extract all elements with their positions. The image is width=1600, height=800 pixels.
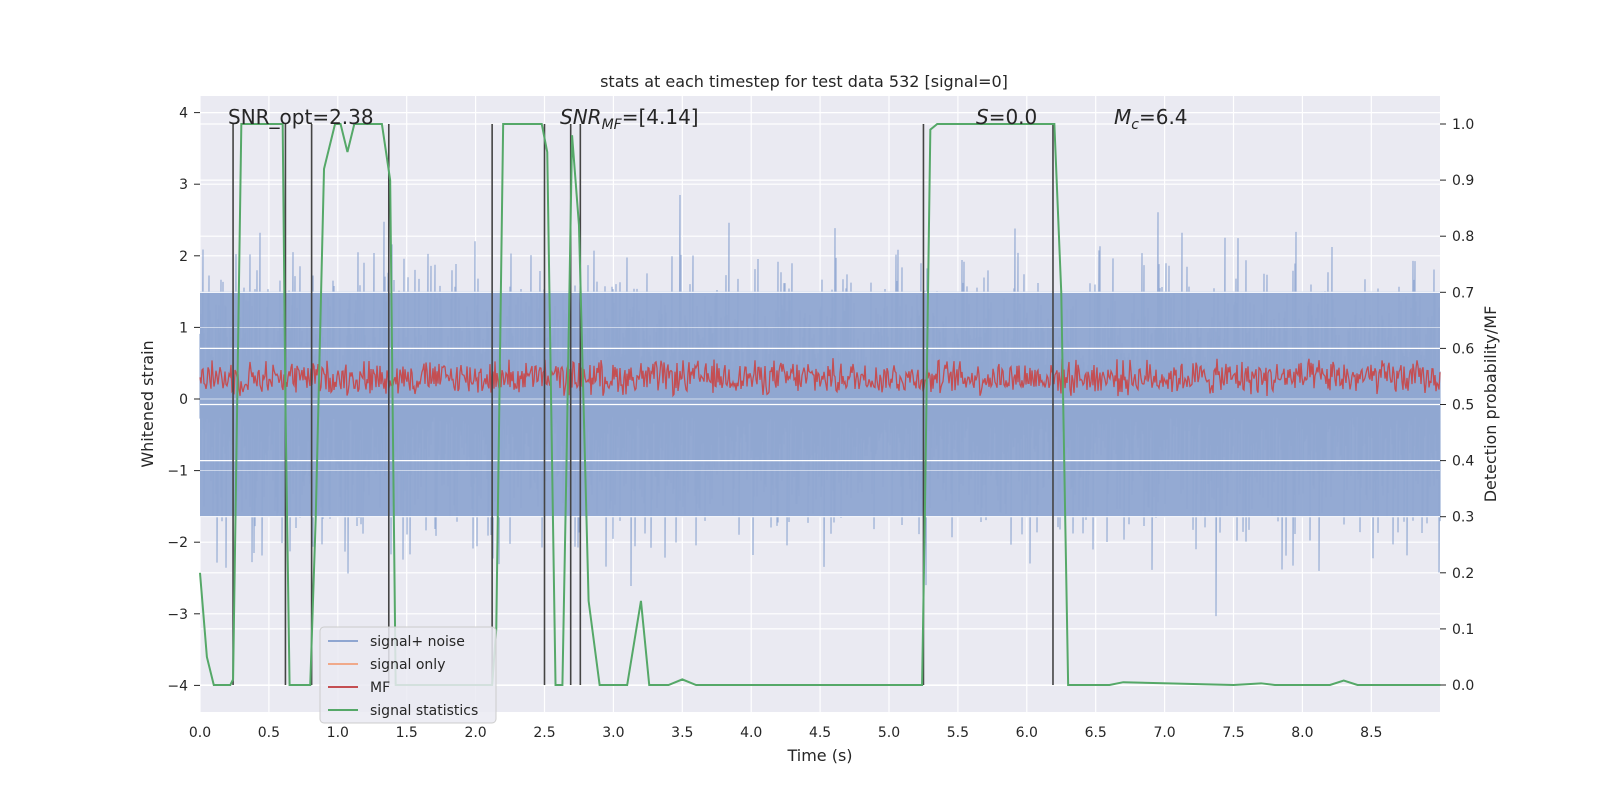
x-axis-label: Time (s) bbox=[786, 746, 852, 765]
legend-signal-only: signal only bbox=[370, 657, 445, 673]
annotation-s: S=0.0 bbox=[976, 105, 1037, 129]
x-tick-label: 5.5 bbox=[947, 725, 969, 741]
x-tick-label: 2.0 bbox=[464, 725, 486, 741]
x-tick-label: 0.5 bbox=[258, 725, 280, 741]
series-signal-noise bbox=[199, 195, 1441, 617]
y2-tick-label: 0.9 bbox=[1452, 173, 1474, 189]
y-tick-label: −4 bbox=[167, 678, 188, 694]
x-tick-label: 6.0 bbox=[1016, 725, 1038, 741]
x-tick-label: 2.5 bbox=[533, 725, 555, 741]
x-tick-label: 3.5 bbox=[671, 725, 693, 741]
x-tick-label: 1.5 bbox=[396, 725, 418, 741]
legend-mf: MF bbox=[370, 680, 390, 696]
annotation-snr-opt: SNR_opt=2.38 bbox=[228, 105, 374, 129]
y-tick-label: 3 bbox=[179, 177, 188, 193]
x-tick-label: 5.0 bbox=[878, 725, 900, 741]
signal-statistics-line bbox=[199, 123, 1441, 687]
annotation-mc: Mc=6.4 bbox=[1114, 105, 1188, 133]
x-tick-label: 4.5 bbox=[809, 725, 831, 741]
x-tick-label: 8.5 bbox=[1360, 725, 1382, 741]
y2-tick-label: 1.0 bbox=[1452, 117, 1474, 133]
y-tick-label: 0 bbox=[179, 392, 188, 408]
y2-axis-ticks: 0.0 0.1 0.2 0.3 0.4 0.5 0.6 0.7 0.8 0.9 1.0 bbox=[1440, 117, 1474, 694]
y2-tick-label: 0.4 bbox=[1452, 454, 1474, 470]
x-tick-label: 4.0 bbox=[740, 725, 762, 741]
y-axis-label: Whitened strain bbox=[138, 340, 157, 467]
legend: signal+ noise signal only MF signal stat… bbox=[319, 626, 497, 724]
series-signal-statistics bbox=[199, 123, 1441, 687]
y-tick-label: −1 bbox=[167, 464, 188, 480]
series-mf bbox=[199, 358, 1441, 398]
x-tick-label: 3.0 bbox=[602, 725, 624, 741]
y2-tick-label: 0.2 bbox=[1452, 566, 1474, 582]
y2-tick-label: 0.7 bbox=[1452, 285, 1474, 301]
y2-tick-label: 0.0 bbox=[1452, 678, 1474, 694]
y-tick-label: −3 bbox=[167, 607, 188, 623]
x-tick-label: 0.0 bbox=[189, 725, 211, 741]
mf-trace bbox=[199, 358, 1441, 398]
x-axis-ticks: 0.0 0.5 1.0 1.5 2.0 2.5 3.0 3.5 4.0 4.5 5.0 5.5 6.0 6… bbox=[189, 725, 1383, 741]
y2-axis-label: Detection probability/MF bbox=[1481, 306, 1500, 503]
y-tick-label: −2 bbox=[167, 535, 188, 551]
annotation-snr-mf: SNRMF=[4.14] bbox=[560, 105, 699, 133]
y2-tick-label: 0.8 bbox=[1452, 229, 1474, 245]
x-tick-label: 6.5 bbox=[1085, 725, 1107, 741]
y2-tick-label: 0.1 bbox=[1452, 622, 1474, 638]
y-tick-label: 1 bbox=[179, 320, 188, 336]
y2-tick-label: 0.5 bbox=[1452, 398, 1474, 414]
y-tick-label: 2 bbox=[179, 249, 188, 265]
chart-title: stats at each timestep for test data 532… bbox=[600, 72, 1008, 91]
x-tick-label: 7.5 bbox=[1222, 725, 1244, 741]
y2-tick-label: 0.6 bbox=[1452, 341, 1474, 357]
x-tick-label: 1.0 bbox=[327, 725, 349, 741]
x-tick-label: 7.0 bbox=[1153, 725, 1175, 741]
legend-signal-noise: signal+ noise bbox=[370, 634, 465, 650]
x-tick-label: 8.0 bbox=[1291, 725, 1313, 741]
y-tick-label: 4 bbox=[179, 106, 188, 122]
y2-tick-label: 0.3 bbox=[1452, 510, 1474, 526]
legend-signal-statistics: signal statistics bbox=[370, 703, 478, 719]
y-axis-ticks: −4 −3 −2 −1 0 1 2 3 4 bbox=[167, 106, 200, 694]
